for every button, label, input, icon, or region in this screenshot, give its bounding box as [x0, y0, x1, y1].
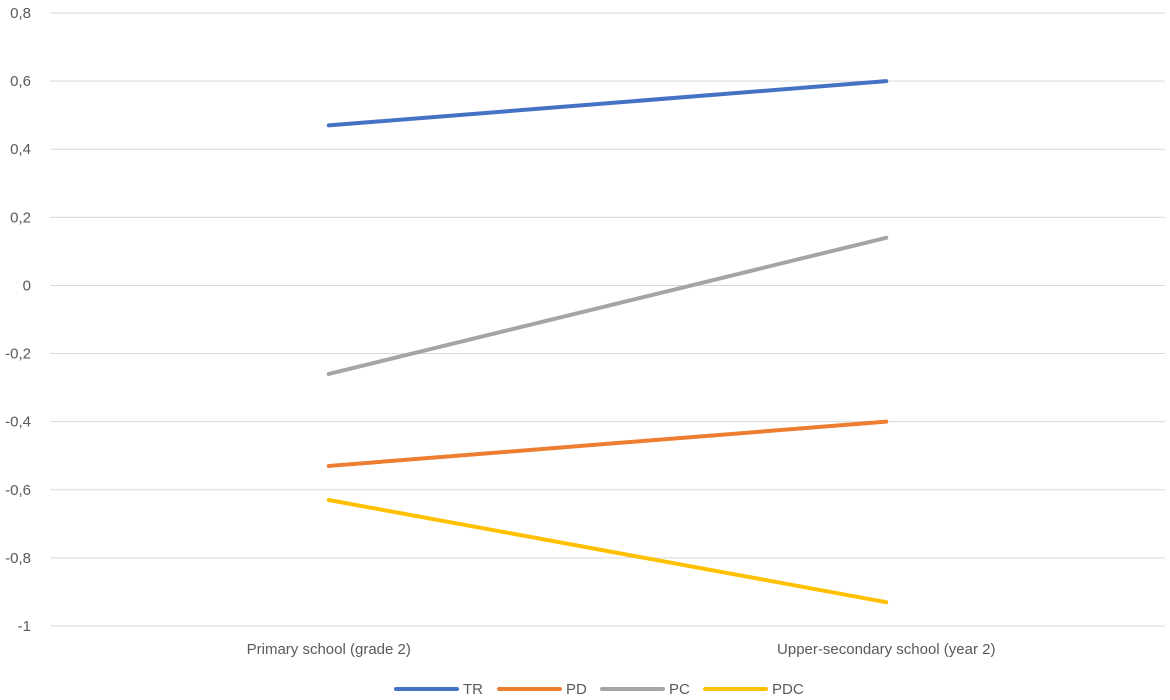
legend-label: TR: [463, 681, 483, 698]
y-tick-label: -0,2: [5, 346, 31, 363]
y-axis-tick-labels: 0,8 0,6 0,4 0,2 0 -0,2 -0,4 -0,6 -0,8 -1: [5, 5, 31, 635]
x-tick-label: Upper-secondary school (year 2): [777, 641, 995, 658]
y-tick-label: -1: [18, 618, 31, 635]
legend-item-pdc: PDC: [703, 681, 804, 698]
y-tick-label: -0,4: [5, 414, 31, 431]
legend-item-pd: PD: [497, 681, 587, 698]
y-tick-label: 0: [23, 277, 31, 294]
series-lines: [326, 79, 889, 605]
series-line-pd: [326, 419, 889, 468]
legend-label: PD: [566, 681, 587, 698]
x-axis-tick-labels: Primary school (grade 2) Upper-secondary …: [247, 641, 996, 658]
y-tick-label: 0,6: [10, 73, 31, 90]
legend-item-tr: TR: [394, 681, 483, 698]
legend-item-pc: PC: [600, 681, 690, 698]
y-tick-label: 0,2: [10, 209, 31, 226]
y-tick-label: 0,4: [10, 141, 31, 158]
legend-label: PDC: [772, 681, 804, 698]
gridlines: [50, 12, 1165, 627]
y-tick-label: -0,8: [5, 550, 31, 567]
legend-label: PC: [669, 681, 690, 698]
series-line-pc: [326, 235, 889, 376]
series-line-tr: [326, 79, 889, 128]
series-line-pdc: [326, 497, 889, 605]
legend: TR PD PC PDC: [394, 681, 804, 698]
y-tick-label: 0,8: [10, 5, 31, 22]
x-tick-label: Primary school (grade 2): [247, 641, 411, 658]
y-tick-label: -0,6: [5, 482, 31, 499]
